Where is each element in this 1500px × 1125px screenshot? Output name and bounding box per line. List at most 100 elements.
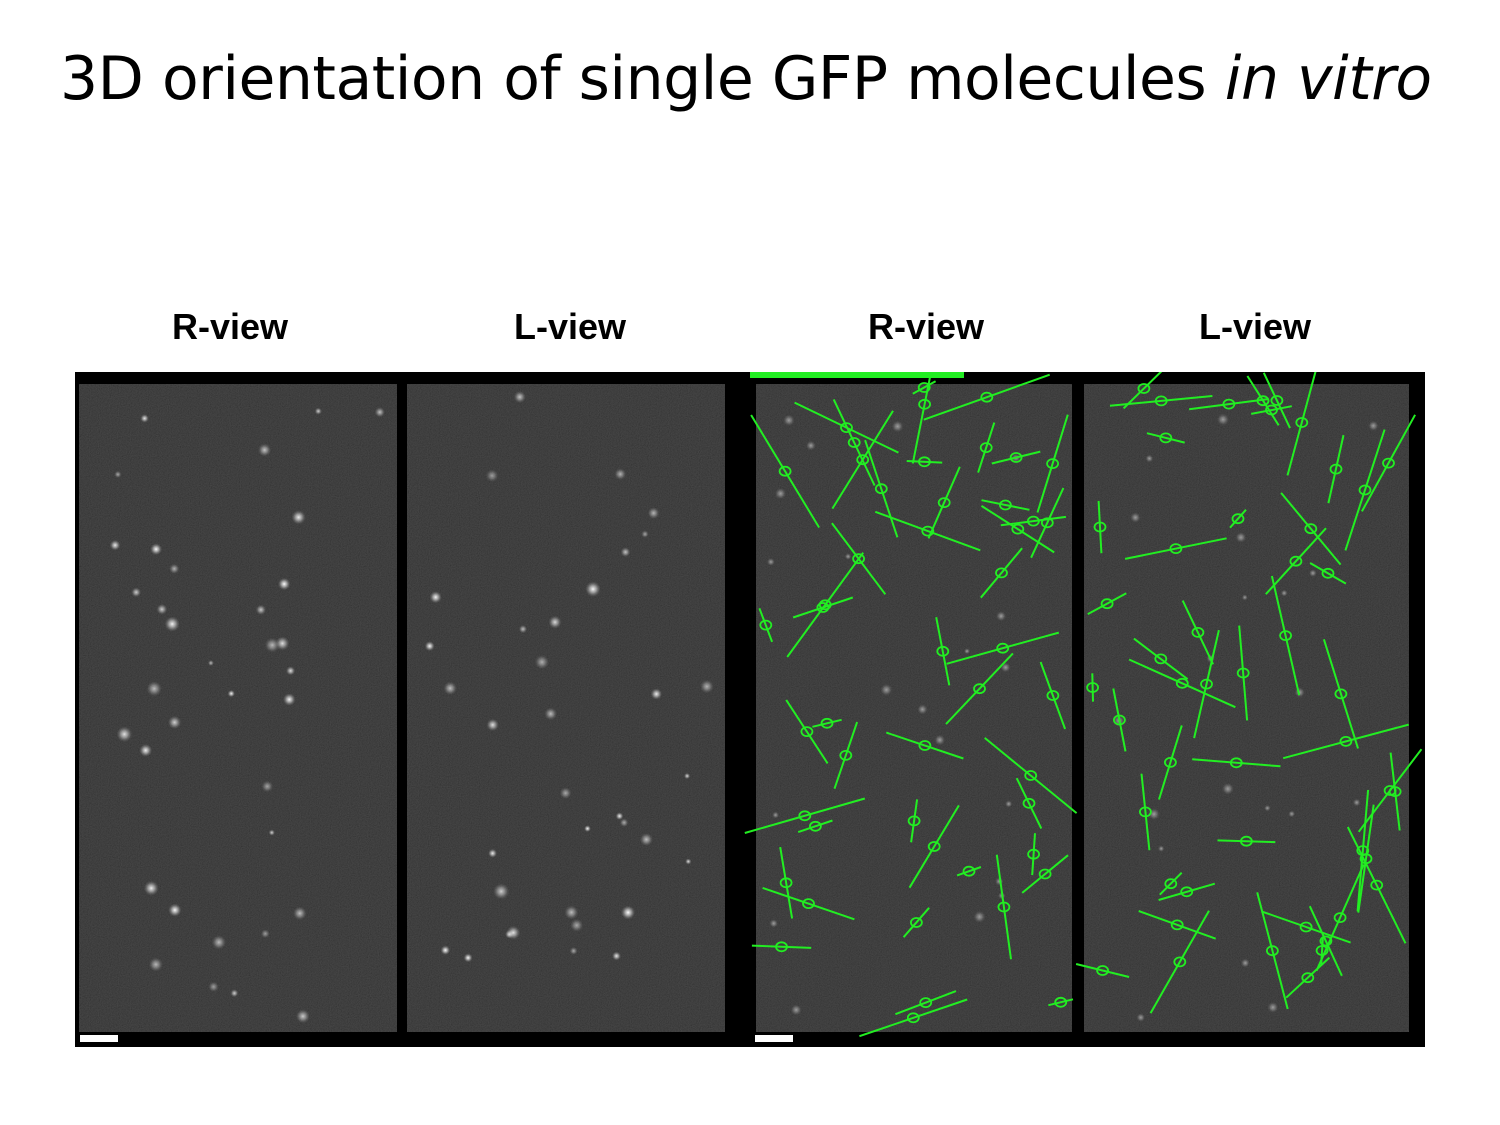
orientation-line bbox=[995, 854, 1012, 960]
orientation-marker bbox=[1370, 879, 1384, 891]
orientation-marker bbox=[847, 437, 861, 448]
orientation-marker bbox=[1096, 965, 1109, 976]
orientation-line bbox=[859, 998, 968, 1038]
orientation-marker bbox=[1289, 555, 1303, 567]
orientation-marker bbox=[907, 815, 921, 827]
orientation-marker bbox=[759, 619, 773, 631]
orientation-marker bbox=[809, 820, 822, 832]
fluorescent-spot bbox=[230, 989, 239, 998]
orientation-marker bbox=[910, 917, 923, 928]
orientation-line bbox=[910, 799, 919, 843]
orientation-line bbox=[758, 607, 774, 643]
fluorescent-spot bbox=[934, 734, 946, 746]
orientation-marker bbox=[927, 841, 941, 852]
orientation-marker bbox=[1173, 956, 1187, 968]
image-noise bbox=[756, 384, 1072, 1032]
fluorescent-spot bbox=[109, 539, 121, 551]
orientation-marker bbox=[1301, 972, 1315, 984]
orientation-marker bbox=[973, 683, 986, 695]
orientation-line bbox=[1149, 910, 1210, 1014]
fluorescent-spot bbox=[621, 905, 636, 920]
orientation-overlay bbox=[744, 372, 1423, 1038]
orientation-marker bbox=[1164, 878, 1178, 890]
scale-bar-right bbox=[755, 1035, 793, 1042]
fluorescent-spot bbox=[544, 707, 557, 721]
slide-title-italic: in vitro bbox=[1224, 44, 1432, 114]
orientation-line bbox=[1015, 777, 1043, 829]
image-fields bbox=[79, 384, 1409, 1032]
orientation-marker bbox=[1086, 682, 1099, 693]
orientation-marker bbox=[1038, 868, 1052, 880]
fluorescent-spot bbox=[255, 604, 267, 615]
orientation-line bbox=[1087, 592, 1127, 615]
orientation-line bbox=[981, 499, 1030, 511]
fluorescent-spot bbox=[513, 391, 526, 403]
orientation-line bbox=[1356, 789, 1370, 912]
fluorescent-spot bbox=[639, 833, 653, 846]
orientation-line bbox=[794, 401, 899, 454]
orientation-line bbox=[1030, 487, 1065, 559]
orientation-marker bbox=[820, 717, 834, 729]
orientation-line bbox=[945, 652, 1014, 725]
fluorescent-spot bbox=[278, 577, 291, 591]
orientation-marker bbox=[997, 901, 1011, 913]
orientation-line bbox=[812, 718, 842, 728]
orientation-marker bbox=[1040, 517, 1054, 529]
fluorescent-spot bbox=[614, 468, 627, 480]
fluorescent-spot bbox=[615, 812, 624, 820]
orientation-line bbox=[1346, 826, 1407, 944]
fluorescent-spot bbox=[1352, 798, 1361, 807]
orientation-marker bbox=[918, 456, 931, 468]
orientation-line bbox=[908, 804, 960, 889]
fluorescent-spot bbox=[548, 615, 562, 629]
orientation-marker bbox=[1180, 886, 1194, 898]
orientation-marker bbox=[1046, 458, 1059, 469]
fluorescent-spot bbox=[559, 787, 572, 799]
fluorescent-spot bbox=[772, 811, 779, 819]
orientation-line bbox=[1158, 725, 1183, 800]
orientation-marker bbox=[778, 465, 792, 477]
fluorescent-spot bbox=[283, 693, 296, 706]
orientation-line bbox=[744, 797, 866, 834]
fluorescent-spot bbox=[443, 681, 457, 695]
orientation-line bbox=[1286, 372, 1317, 476]
orientation-marker bbox=[1231, 513, 1245, 525]
orientation-marker bbox=[1240, 835, 1253, 847]
fluorescent-spot bbox=[463, 953, 473, 963]
fluorescent-spot bbox=[168, 715, 182, 729]
orientation-line bbox=[1112, 688, 1127, 752]
fluorescent-spot bbox=[140, 414, 149, 423]
orientation-line bbox=[980, 505, 1055, 554]
fluorescent-spot bbox=[774, 488, 787, 500]
orientation-line bbox=[1282, 723, 1409, 760]
orientation-line bbox=[797, 819, 833, 834]
orientation-line bbox=[1246, 375, 1280, 426]
orientation-line bbox=[923, 373, 1051, 421]
fluorescent-spot bbox=[1136, 1013, 1146, 1022]
orientation-line bbox=[751, 944, 812, 949]
microscopy-image bbox=[75, 372, 1425, 1047]
orientation-line bbox=[1357, 804, 1375, 913]
fluorescent-spot bbox=[169, 563, 180, 574]
orientation-line bbox=[833, 721, 859, 790]
fluorescent-spot bbox=[296, 1009, 310, 1024]
orientation-line bbox=[1138, 910, 1217, 940]
orientation-line bbox=[991, 450, 1041, 465]
fluorescent-spot bbox=[684, 772, 691, 780]
orientation-line bbox=[1181, 600, 1215, 665]
orientation-marker bbox=[921, 525, 935, 537]
orientation-line bbox=[912, 380, 937, 395]
orientation-marker bbox=[1113, 714, 1126, 726]
fluorescent-spot bbox=[150, 543, 162, 556]
orientation-marker bbox=[775, 941, 788, 953]
fluorescent-spot bbox=[1241, 594, 1248, 601]
orientation-marker bbox=[1256, 395, 1270, 407]
orientation-line bbox=[786, 552, 865, 658]
orientation-line bbox=[750, 414, 820, 529]
orientation-line bbox=[927, 466, 961, 539]
orientation-line bbox=[956, 866, 982, 877]
orientation-line bbox=[1122, 372, 1163, 410]
fluorescent-spot bbox=[486, 718, 499, 732]
orientation-marker bbox=[919, 997, 933, 1008]
orientation-marker bbox=[1222, 398, 1236, 410]
